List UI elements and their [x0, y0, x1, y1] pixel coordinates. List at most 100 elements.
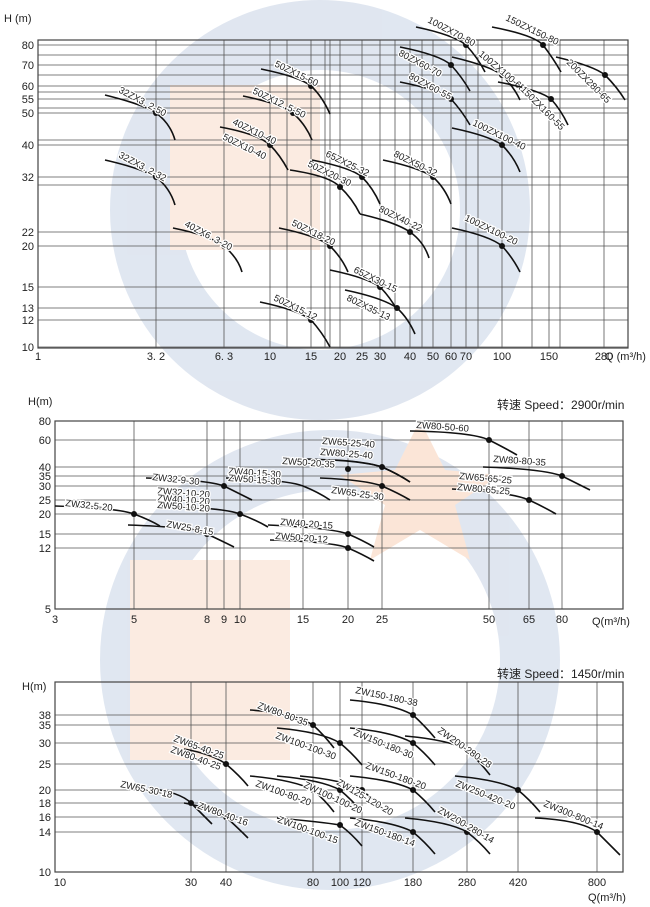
rated-point-marker	[379, 464, 385, 470]
y-tick-label: 80	[39, 416, 51, 428]
x-tick-label: 150	[540, 351, 558, 363]
rated-point-marker	[377, 284, 383, 290]
y-tick-label: 32	[22, 172, 34, 184]
rated-point-marker	[345, 531, 351, 537]
y-tick-label: 18	[39, 798, 51, 810]
y-tick-label: 50	[22, 108, 34, 120]
rated-point-marker	[290, 110, 296, 116]
x-tick-label: 80	[556, 614, 568, 626]
x-tick-label: 9	[221, 614, 227, 626]
chart2-frame	[54, 420, 624, 610]
chart2-speed-label: 转速 Speed：2900r/min	[497, 397, 624, 412]
rated-point-marker	[486, 437, 492, 443]
rated-point-marker	[410, 740, 416, 746]
rated-point-marker	[407, 229, 413, 235]
rated-point-marker	[308, 317, 314, 323]
y-tick-label: 38	[39, 710, 51, 722]
pump-model-label: ZW50-10-20	[157, 500, 210, 515]
x-tick-label: 70	[460, 351, 472, 363]
rated-point-marker	[131, 511, 137, 517]
x-tick-label: 40	[404, 351, 416, 363]
rated-point-marker	[499, 243, 505, 249]
rated-point-marker	[448, 96, 454, 102]
chart1-ticks: 1 3. 2 6. 3 10 15 20 25 30 40 50 60 70 100 150 2808070…	[22, 40, 613, 363]
rated-point-marker	[359, 174, 365, 180]
x-tick-label: 10	[264, 351, 276, 363]
pump-model-label: ZW50-20-12	[275, 531, 328, 546]
x-tick-label: 100	[493, 351, 511, 363]
y-tick-label: 12	[22, 315, 34, 327]
rated-point-marker	[430, 174, 436, 180]
pump-model-label: 80ZX40-22	[377, 204, 424, 234]
rated-point-marker	[464, 829, 470, 835]
pump-curve: ZW80-50-60	[409, 419, 518, 456]
y-tick-label: 20	[39, 785, 51, 797]
chart3-y-axis-label: H(m)	[22, 681, 46, 693]
x-tick-label: 10	[234, 614, 246, 626]
rated-point-marker	[221, 243, 227, 249]
x-tick-label: 50	[427, 351, 439, 363]
rated-point-marker	[448, 62, 454, 68]
chart3-speed-label: 转速 Speed：1450r/min	[497, 666, 624, 681]
x-tick-label: 60	[445, 351, 457, 363]
x-tick-label: 80	[307, 877, 319, 889]
x-tick-label: 6. 3	[215, 351, 233, 363]
rated-point-marker	[594, 829, 600, 835]
pump-model-label: ZW65-25-40	[322, 436, 375, 451]
rated-point-marker	[310, 787, 316, 793]
x-tick-label: 25	[376, 614, 388, 626]
y-tick-label: 40	[22, 140, 34, 152]
pump-model-label: 65ZX30-15	[352, 265, 399, 295]
rated-point-marker	[359, 787, 365, 793]
y-tick-label: 22	[22, 227, 34, 239]
chart2-x-axis-label: Q(m³/h)	[592, 616, 630, 628]
chart1-grid	[38, 40, 628, 348]
y-tick-label: 13	[22, 303, 34, 315]
rated-point-marker	[379, 483, 385, 489]
y-tick-label: 20	[39, 509, 51, 521]
y-tick-label: 40	[39, 462, 51, 474]
x-tick-label: 15	[305, 351, 317, 363]
y-tick-label: 55	[22, 94, 34, 106]
pump-model-label: ZW50-20-35	[282, 456, 335, 471]
pump-model-label: ZW40-20-15	[280, 517, 333, 532]
pump-curve: ZW32-5-20	[54, 497, 161, 527]
rated-point-marker	[223, 761, 229, 767]
pump-curve: ZW300-800-14	[534, 797, 621, 856]
x-tick-label: 40	[220, 877, 232, 889]
y-tick-label: 25	[39, 495, 51, 507]
pump-curve: ZW40-20-15	[267, 516, 375, 548]
rated-point-marker	[526, 497, 532, 503]
x-tick-label: 50	[483, 614, 495, 626]
rated-point-marker	[267, 142, 273, 148]
rated-point-marker	[204, 531, 210, 537]
y-tick-label: 30	[39, 481, 51, 493]
rated-point-marker	[337, 740, 343, 746]
pump-curve: ZW50-10-20	[156, 499, 212, 516]
pump-curve: ZW40-10-20	[156, 492, 212, 509]
rated-point-marker	[327, 243, 333, 249]
rated-point-marker	[394, 305, 400, 311]
rated-point-marker	[548, 96, 554, 102]
x-tick-label: 180	[404, 877, 422, 889]
chart3-x-axis-label: Q(m³/h)	[588, 892, 626, 904]
rated-point-marker	[345, 545, 351, 551]
y-tick-label: 70	[22, 60, 34, 72]
rated-point-marker	[559, 473, 565, 479]
pump-curve: ZW50-20-12	[269, 530, 375, 562]
chart1-y-axis-label: H (m)	[4, 13, 32, 25]
y-tick-label: 35	[39, 720, 51, 732]
pump-curve: ZW80-80-35	[482, 453, 591, 491]
x-tick-label: 10	[54, 877, 66, 889]
x-tick-label: 280	[595, 351, 613, 363]
pump-model-label: ZW32-5-20	[65, 498, 113, 514]
rated-point-marker	[410, 712, 416, 718]
x-tick-label: 1	[35, 351, 41, 363]
pump-model-label: ZW150-180-20	[364, 760, 427, 792]
y-tick-label: 60	[39, 435, 51, 447]
x-tick-label: 15	[297, 614, 309, 626]
rated-point-marker	[345, 466, 351, 472]
